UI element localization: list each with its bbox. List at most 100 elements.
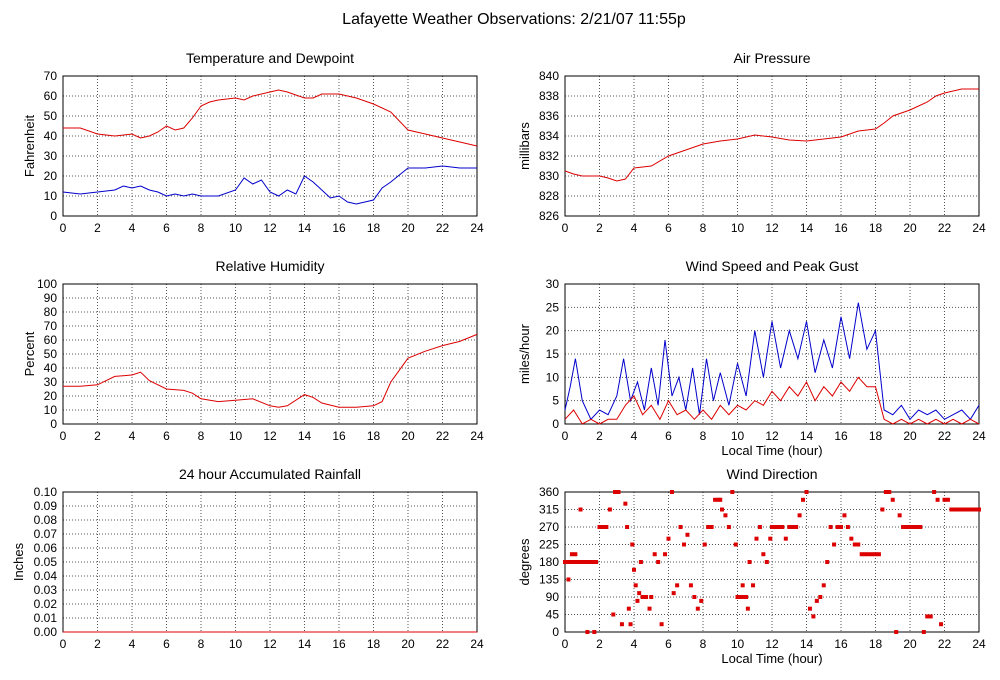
x-tick-label: 8 <box>700 429 707 443</box>
direction-point <box>635 598 640 603</box>
direction-point <box>675 583 680 588</box>
x-tick-label: 4 <box>129 637 136 651</box>
x-tick-label: 22 <box>436 637 450 651</box>
x-tick-label: 12 <box>263 221 277 235</box>
direction-point <box>592 630 597 634</box>
direction-point <box>780 525 785 529</box>
y-tick-label: 40 <box>44 129 58 143</box>
direction-point <box>866 552 871 557</box>
direction-point <box>656 560 661 564</box>
y-tick-label: 360 <box>539 485 559 499</box>
direction-point <box>719 507 724 512</box>
direction-point <box>776 525 781 529</box>
plot-frame <box>564 75 980 217</box>
x-tick-label: 24 <box>972 637 986 651</box>
direction-point <box>845 525 850 529</box>
y-tick-label: 50 <box>44 347 58 361</box>
direction-point <box>640 595 645 599</box>
direction-point <box>832 542 837 547</box>
direction-point <box>628 622 633 627</box>
direction-point <box>585 630 590 634</box>
direction-point <box>956 507 961 512</box>
y-tick-label: 832 <box>539 149 559 163</box>
y-tick-label: 20 <box>44 169 58 183</box>
direction-point <box>663 552 668 557</box>
x-tick-label: 20 <box>401 637 415 651</box>
page-title: Lafayette Weather Observations: 2/21/07 … <box>342 11 686 28</box>
direction-point <box>682 542 687 547</box>
direction-point <box>859 552 864 557</box>
x-tick-label: 14 <box>800 637 814 651</box>
x-tick-label: 24 <box>972 221 986 235</box>
direction-point <box>669 490 674 494</box>
x-tick-label: 20 <box>401 429 415 443</box>
direction-point <box>699 598 704 603</box>
x-tick-label: 22 <box>436 221 450 235</box>
direction-point <box>632 567 636 572</box>
y-tick-label: 20 <box>546 324 560 338</box>
x-tick-label: 16 <box>332 429 346 443</box>
x-tick-label: 16 <box>834 429 848 443</box>
x-tick-label: 8 <box>198 637 205 651</box>
direction-point <box>566 577 571 582</box>
y-tick-label: 80 <box>44 305 58 319</box>
y-tick-label: 50 <box>44 109 58 123</box>
y-tick-label: 834 <box>539 129 559 143</box>
direction-point <box>942 497 947 502</box>
y-tick-label: 0.01 <box>34 611 58 625</box>
y-tick-label: 60 <box>44 89 58 103</box>
x-tick-label: 20 <box>903 637 917 651</box>
direction-point <box>842 513 847 518</box>
direction-point <box>649 595 654 599</box>
y-tick-label: 10 <box>44 189 58 203</box>
x-tick-label: 22 <box>436 429 450 443</box>
direction-point <box>747 560 752 564</box>
direction-point <box>925 614 930 619</box>
direction-point <box>671 591 676 596</box>
x-tick-label: 4 <box>631 637 638 651</box>
temp-series-line-2 <box>62 165 477 205</box>
direction-point <box>692 595 697 599</box>
direction-point <box>807 606 812 611</box>
chart-title: Wind Speed and Peak Gust <box>686 258 859 274</box>
direction-point <box>876 552 881 557</box>
direction-point <box>652 552 657 557</box>
x-tick-label: 18 <box>869 429 883 443</box>
direction-point <box>852 542 857 547</box>
y-tick-label: 0.05 <box>34 555 58 569</box>
x-tick-label: 8 <box>198 221 205 235</box>
y-tick-label: 840 <box>539 69 559 83</box>
direction-point <box>764 560 769 564</box>
direction-point <box>604 525 609 529</box>
x-tick-label: 14 <box>800 221 814 235</box>
x-tick-label: 4 <box>631 221 638 235</box>
direction-point <box>730 490 735 494</box>
direction-point <box>633 583 638 588</box>
x-tick-label: 6 <box>163 637 170 651</box>
direction-point <box>790 525 795 529</box>
direction-point <box>914 525 919 529</box>
direction-point <box>740 583 745 588</box>
direction-point <box>678 525 683 529</box>
direction-point <box>757 525 762 529</box>
direction-point <box>973 507 978 512</box>
direction-point <box>607 507 612 512</box>
x-tick-label: 2 <box>94 637 101 651</box>
y-tick-label: 826 <box>539 209 559 223</box>
direction-point <box>594 560 599 564</box>
direction-point <box>709 525 714 529</box>
x-tick-label: 10 <box>731 221 745 235</box>
direction-point <box>797 513 802 518</box>
x-tick-label: 10 <box>731 429 745 443</box>
direction-point <box>787 525 792 529</box>
wind-series-line-2 <box>564 376 980 425</box>
direction-point <box>890 497 895 502</box>
x-tick-label: 24 <box>470 221 484 235</box>
direction-point <box>935 497 940 502</box>
x-tick-label: 4 <box>129 221 136 235</box>
y-tick-label: 25 <box>546 300 560 314</box>
